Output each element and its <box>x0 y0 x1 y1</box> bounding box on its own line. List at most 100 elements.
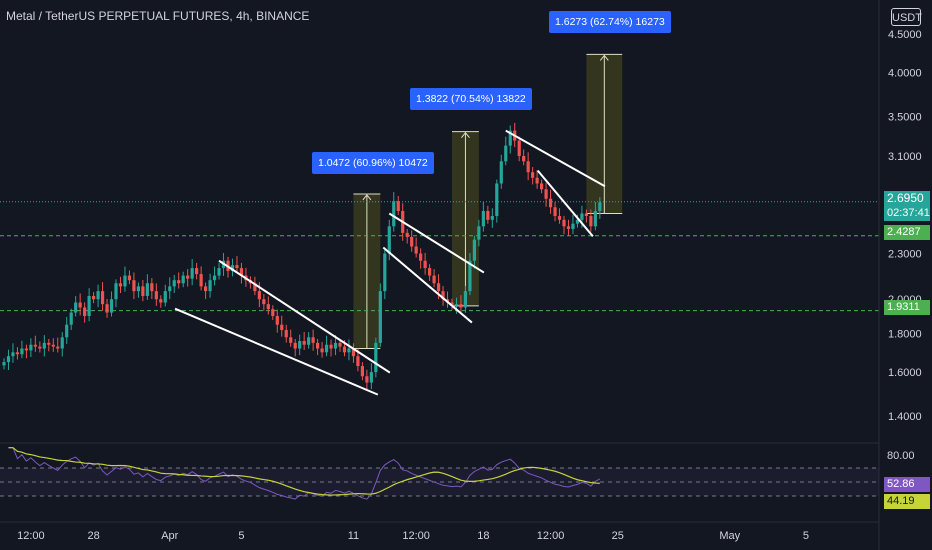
time-tick-label: 12:00 <box>537 530 565 542</box>
candle-body <box>20 348 24 355</box>
time-tick-label: May <box>719 530 740 542</box>
candle-body <box>83 307 87 316</box>
rsi-top-label: 80.00 <box>887 450 915 462</box>
channel-upper-line <box>505 129 606 188</box>
candle-body <box>6 356 11 363</box>
candle-body <box>593 210 597 227</box>
candle-body <box>441 291 445 300</box>
candle-body <box>392 201 396 227</box>
candle-body <box>580 213 584 220</box>
candle-body <box>360 366 364 377</box>
candle-body <box>159 299 163 303</box>
candle-body <box>118 283 123 287</box>
candle-body <box>275 315 279 325</box>
candle-body <box>468 260 472 292</box>
candle-body <box>51 344 55 347</box>
candle-body <box>199 274 203 287</box>
candle-body <box>87 295 91 316</box>
candle-body <box>598 202 602 211</box>
time-tick-label: 11 <box>348 530 359 542</box>
candle-body <box>114 283 118 300</box>
candle-body <box>508 130 512 146</box>
candle-body <box>154 291 158 300</box>
candle-body <box>387 226 391 254</box>
candle-body <box>495 183 499 217</box>
candle-body <box>378 291 382 343</box>
candle-body <box>266 304 270 310</box>
time-tick-label: 12:00 <box>402 530 430 542</box>
candle-body <box>150 283 154 292</box>
time-tick-label: 25 <box>612 530 624 542</box>
candle-body <box>324 344 329 353</box>
candle-body <box>338 342 342 347</box>
measurement-label-1: 1.0472 (60.96%) 10472 <box>312 152 434 174</box>
candle-body <box>239 268 244 276</box>
candle-body <box>584 213 588 217</box>
candle-body <box>235 265 239 269</box>
candle-body <box>230 265 235 272</box>
horizontal-levels <box>0 201 879 312</box>
candle-body <box>280 324 284 331</box>
candle-body <box>302 340 306 345</box>
candle-body <box>347 348 351 353</box>
candle-body <box>92 295 96 300</box>
candle-body <box>481 210 485 227</box>
currency-button[interactable]: USDT <box>891 8 922 26</box>
time-tick-label: 5 <box>238 530 244 542</box>
candle-body <box>33 344 37 347</box>
candle-body <box>212 275 217 281</box>
candle-body <box>436 283 441 292</box>
candle-body <box>540 183 544 190</box>
candle-body <box>548 198 553 208</box>
candle-body <box>562 219 566 227</box>
candle-body <box>374 342 378 373</box>
candle-body <box>181 275 185 284</box>
candle-body <box>531 172 535 178</box>
candle-body <box>450 302 454 306</box>
candle-body <box>262 299 266 305</box>
level-tag-upper: 2.4287 <box>884 225 930 240</box>
candle-body <box>414 246 418 254</box>
measurement-arrowhead <box>599 54 609 61</box>
candle-body <box>472 239 476 261</box>
measurement-boxes <box>353 53 623 350</box>
candle-body <box>490 216 494 220</box>
time-tick-label: 28 <box>87 530 99 542</box>
candle-body <box>293 342 297 349</box>
candle-body <box>127 275 132 281</box>
candle-body <box>78 302 82 308</box>
price-tick-label: 3.1000 <box>888 151 922 163</box>
candle-body <box>517 140 521 157</box>
measurement-arrowhead <box>461 131 470 138</box>
candle-body <box>186 275 190 279</box>
candle-body <box>557 216 562 220</box>
rsi-ma-line <box>8 447 600 496</box>
candle-body <box>42 342 46 349</box>
rsi-ma-tag: 44.19 <box>884 494 930 509</box>
candle-body <box>589 216 593 227</box>
candle-body <box>369 372 373 383</box>
candle-body <box>571 223 575 229</box>
candle-body <box>257 291 261 300</box>
candle-body <box>65 324 69 338</box>
rsi-value-tag: 52.86 <box>884 477 930 492</box>
channel-upper-line <box>218 259 391 374</box>
candle-body <box>575 219 580 224</box>
candle-body <box>423 260 427 269</box>
candle-body <box>136 286 140 292</box>
candle-body <box>477 226 481 240</box>
candle-body <box>24 348 28 351</box>
candle-body <box>526 161 530 173</box>
rsi-pane <box>0 447 879 500</box>
candle-body <box>168 286 172 292</box>
candle-body <box>38 346 42 349</box>
candle-body <box>499 161 503 184</box>
candle-body <box>356 356 360 367</box>
candle-body <box>553 207 557 217</box>
candle-body <box>383 253 387 292</box>
candle-body <box>311 337 315 343</box>
time-tick-label: 12:00 <box>17 530 45 542</box>
candle-body <box>522 156 526 162</box>
candle-body <box>74 302 78 313</box>
